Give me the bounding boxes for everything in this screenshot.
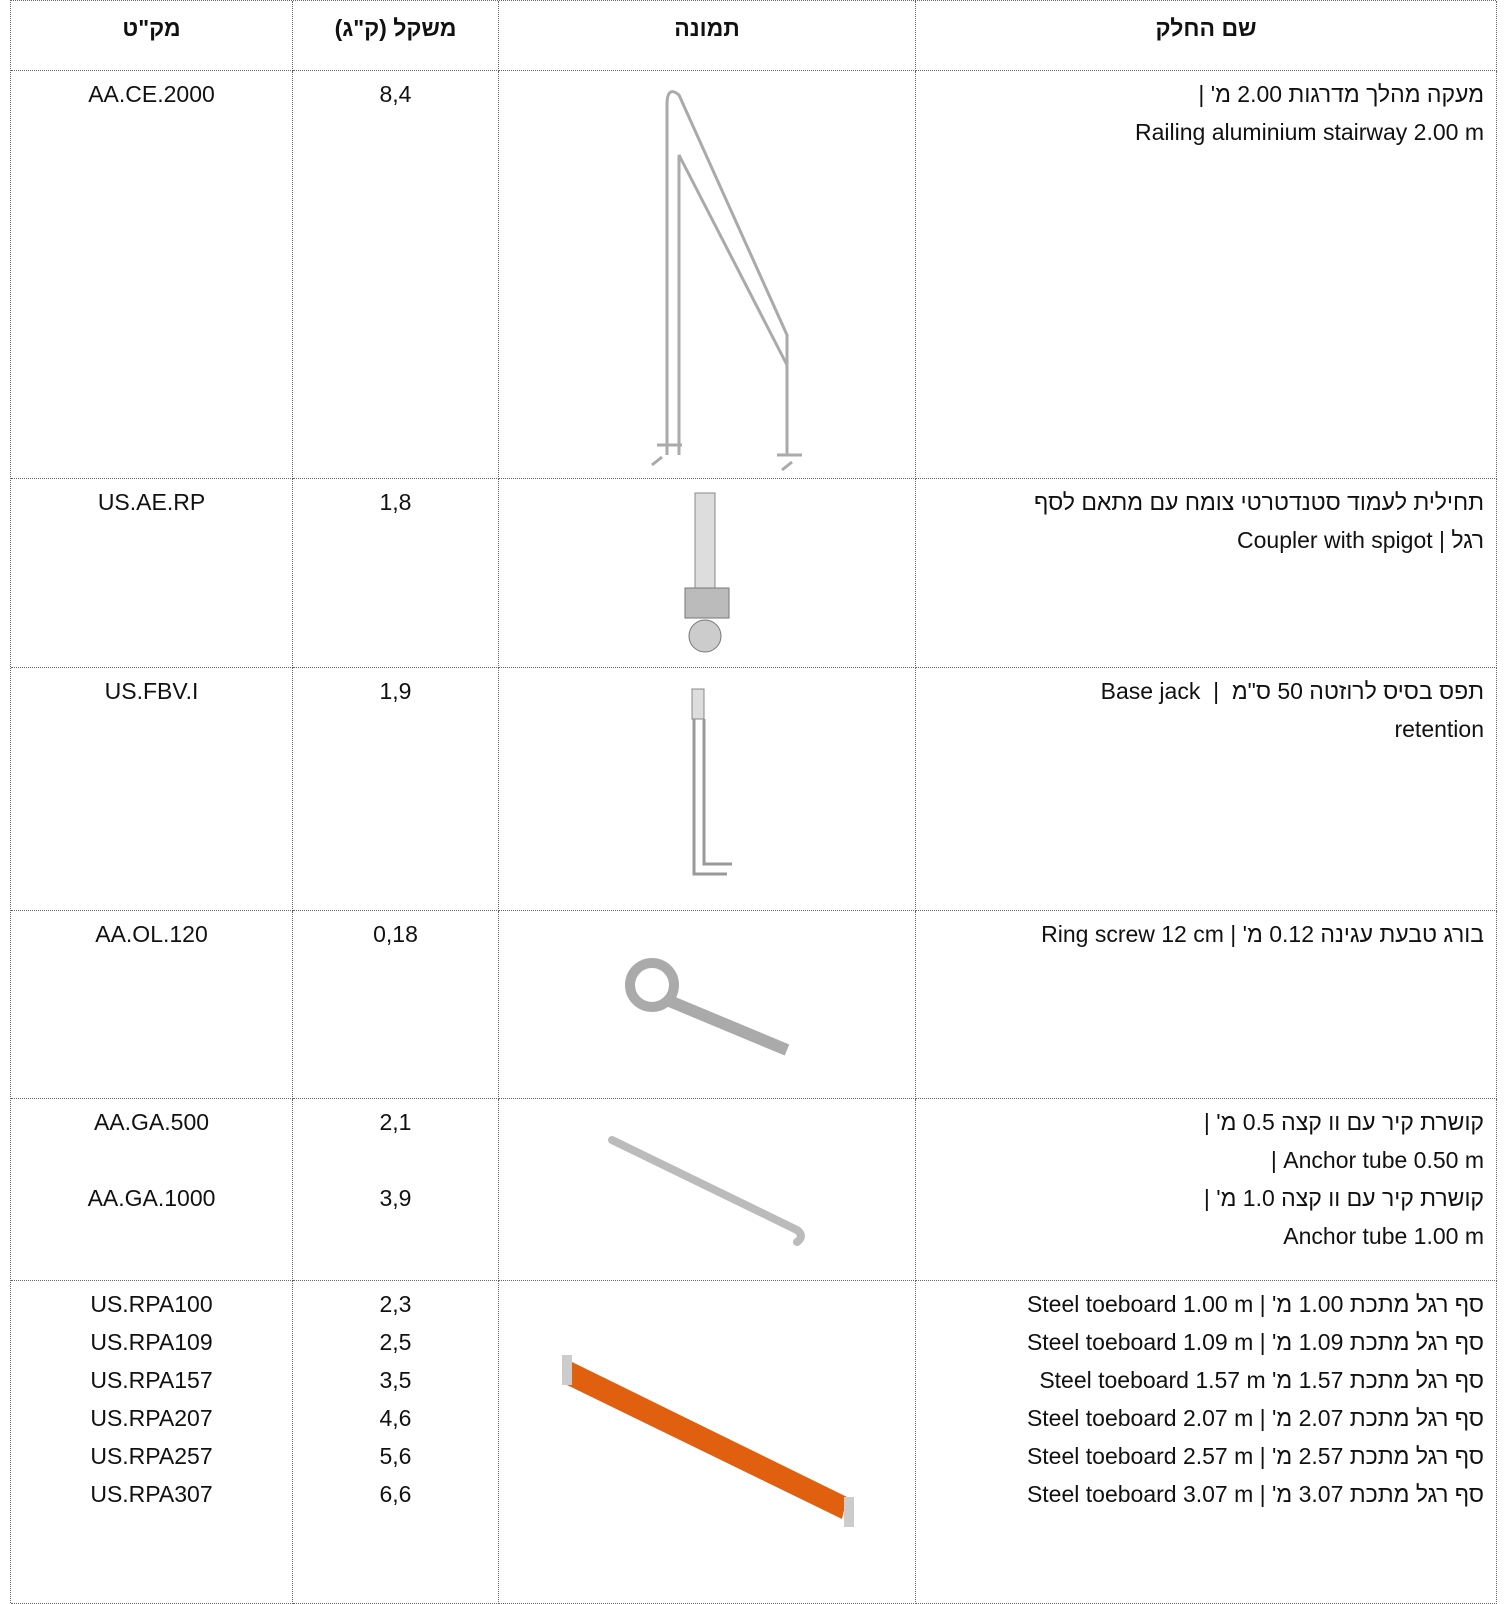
weight-cell: 0,18 <box>293 911 499 1099</box>
image-cell <box>499 1099 916 1281</box>
part-image <box>562 1355 854 1527</box>
name-line: רגל | Coupler with spigot <box>1237 527 1484 553</box>
weight-line: 0,18 <box>373 921 418 947</box>
sku-line: US.RPA307 <box>90 1481 213 1507</box>
sku-line: US.RPA207 <box>90 1405 213 1431</box>
parts-table: מק"ט משקל (ק"ג) תמונה שם החלק AA.CE.2000 8,4 מ… <box>10 0 1497 1604</box>
weight-cell: 1,8 <box>293 479 499 668</box>
sku-cell: AA.OL.120 <box>11 911 293 1099</box>
sku-line: US.RPA157 <box>90 1367 213 1393</box>
sku-line: US.AE.RP <box>97 489 206 515</box>
name-line: מעקה מהלך מדרגות 2.00 מ' | <box>1198 81 1484 107</box>
sku-line: AA.GA.500 <box>93 1109 210 1135</box>
name-line: סף רגל מתכת 2.07 מ' | Steel toeboard 2.0… <box>1026 1405 1484 1431</box>
weight-line: 3,5 <box>379 1367 412 1393</box>
name-cell: תחילית לעמוד סטנדטרטי צומח עם מתאם לסף רג… <box>916 479 1497 668</box>
sku-cell: US.FBV.I <box>11 668 293 911</box>
weight-line: 2,1 <box>379 1109 412 1135</box>
weight-line: 2,3 <box>379 1291 412 1317</box>
image-cell <box>499 668 916 911</box>
sku-line: US.RPA109 <box>90 1329 213 1355</box>
name-line: סף רגל מתכת 2.57 מ' | Steel toeboard 2.5… <box>1026 1443 1484 1469</box>
weight-line: 5,6 <box>379 1443 412 1469</box>
name-line: תחילית לעמוד סטנדטרטי צומח עם מתאם לסף <box>1034 489 1484 515</box>
weight-line: 4,6 <box>379 1405 412 1431</box>
name-line: Anchor tube 1.00 m <box>1283 1223 1484 1249</box>
weight-cell: 8,4 <box>293 71 499 479</box>
image-cell <box>499 911 916 1099</box>
weight-line: 1,8 <box>379 489 412 515</box>
name-line: סף רגל מתכת 3.07 מ' | Steel toeboard 3.0… <box>1026 1481 1484 1507</box>
weight-cell: 2,1 3,9 <box>293 1099 499 1281</box>
part-image <box>625 957 790 1056</box>
name-cell: בורג טבעת עגינה 0.12 מ' | Ring screw 12 … <box>916 911 1497 1099</box>
sku-line: US.RPA100 <box>90 1291 213 1317</box>
name-line: Railing aluminium stairway 2.00 m <box>1135 119 1484 145</box>
name-line: תפס בסיס לרוזטה 50 ס"מ | Base jack <box>1100 678 1484 704</box>
image-cell <box>499 71 916 479</box>
name-line: retention <box>1394 716 1484 742</box>
weight-cell: 1,9 <box>293 668 499 911</box>
weight-line: 6,6 <box>379 1481 412 1507</box>
sku-cell: AA.CE.2000 <box>11 71 293 479</box>
sku-cell: US.AE.RP <box>11 479 293 668</box>
weight-line: 3,9 <box>379 1185 412 1211</box>
name-line: קושרת קיר עם וו קצה 0.5 מ' | <box>1203 1109 1484 1135</box>
header-cell: מק"ט <box>11 1 293 71</box>
sku-cell: AA.GA.500 AA.GA.1000 <box>11 1099 293 1281</box>
name-line: סף רגל מתכת 1.57 מ' Steel toeboard 1.57 … <box>1039 1367 1484 1393</box>
sku-cell: US.RPA100 US.RPA109 US.RPA157 US.RPA207 US.R… <box>11 1281 293 1604</box>
sku-line: US.FBV.I <box>104 678 199 704</box>
weight-line: 1,9 <box>379 678 412 704</box>
name-cell: מעקה מהלך מדרגות 2.00 מ' | Railing alumin… <box>916 71 1497 479</box>
weight-cell: 2,3 2,5 3,5 4,6 5,6 6,6 <box>293 1281 499 1604</box>
sku-line: AA.CE.2000 <box>88 81 215 107</box>
name-line: Anchor tube 0.50 m | <box>1270 1147 1484 1173</box>
sku-line: US.RPA257 <box>90 1443 213 1469</box>
part-image <box>691 688 732 876</box>
name-line: סף רגל מתכת 1.09 מ' | Steel toeboard 1.0… <box>1026 1329 1484 1355</box>
name-line: בורג טבעת עגינה 0.12 מ' | Ring screw 12 … <box>1041 921 1484 947</box>
image-cell <box>499 479 916 668</box>
header-cell: משקל (ק"ג) <box>293 1 499 71</box>
sku-line: AA.GA.1000 <box>87 1185 216 1211</box>
header-cell: תמונה <box>499 1 916 71</box>
name-cell: תפס בסיס לרוזטה 50 ס"מ | Base jack retent… <box>916 668 1497 911</box>
sku-line: AA.OL.120 <box>95 921 208 947</box>
name-line: סף רגל מתכת 1.00 מ' | Steel toeboard 1.0… <box>1026 1291 1484 1317</box>
part-image <box>651 89 802 471</box>
name-line: קושרת קיר עם וו קצה 1.0 מ' | <box>1203 1185 1484 1211</box>
part-image <box>608 1135 805 1246</box>
name-cell: סף רגל מתכת 1.00 מ' | Steel toeboard 1.0… <box>916 1281 1497 1604</box>
part-image <box>684 492 730 653</box>
header-cell: שם החלק <box>916 1 1497 71</box>
name-cell: קושרת קיר עם וו קצה 0.5 מ' | Anchor tube … <box>916 1099 1497 1281</box>
weight-line: 2,5 <box>379 1329 412 1355</box>
image-cell <box>499 1281 916 1604</box>
weight-line: 8,4 <box>379 81 412 107</box>
